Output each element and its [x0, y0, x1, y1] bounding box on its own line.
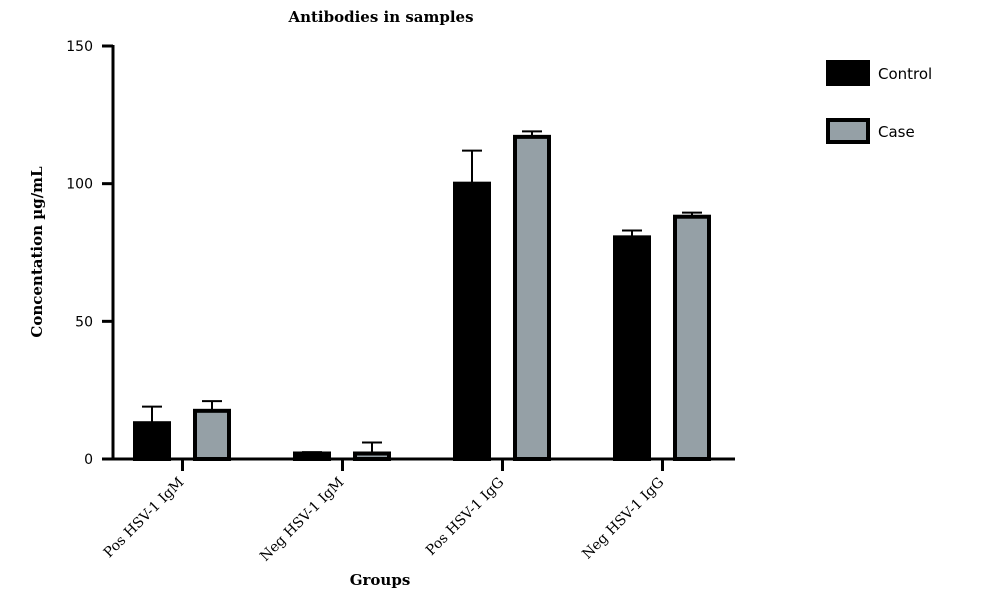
- bar-control: [133, 421, 171, 461]
- y-tick-label: 50: [75, 314, 93, 330]
- legend-swatch: [826, 60, 870, 86]
- bar-control: [453, 181, 491, 462]
- y-tick-label: 0: [84, 452, 93, 468]
- x-tick-label: Neg HSV-1 IgG: [579, 475, 667, 563]
- legend-label: Control: [878, 65, 932, 83]
- bars: [133, 130, 711, 462]
- y-axis: 0 50 100 150: [66, 39, 115, 468]
- legend: Control Case: [826, 60, 932, 144]
- bar-control: [293, 451, 331, 462]
- bar-case: [353, 451, 391, 462]
- x-tick-label: Pos HSV-1 IgG: [423, 475, 507, 559]
- x-axis-label: Groups: [350, 571, 411, 589]
- x-tick-label: Neg HSV-1 IgM: [257, 475, 347, 565]
- chart-title: Antibodies in samples: [287, 8, 473, 26]
- y-tick-label: 150: [66, 39, 93, 55]
- bar-case: [673, 214, 711, 461]
- x-axis: Pos HSV-1 IgM Neg HSV-1 IgM Pos HSV-1 IgG N…: [101, 457, 735, 565]
- bar-case: [193, 408, 231, 462]
- y-axis-label: Concentation µg/mL: [28, 166, 46, 338]
- bar-control: [613, 235, 651, 461]
- x-tick-label: Pos HSV-1 IgM: [101, 475, 188, 562]
- legend-swatch: [826, 118, 870, 144]
- legend-label: Case: [878, 123, 915, 141]
- bar-case: [513, 134, 551, 462]
- y-tick-label: 100: [66, 177, 93, 193]
